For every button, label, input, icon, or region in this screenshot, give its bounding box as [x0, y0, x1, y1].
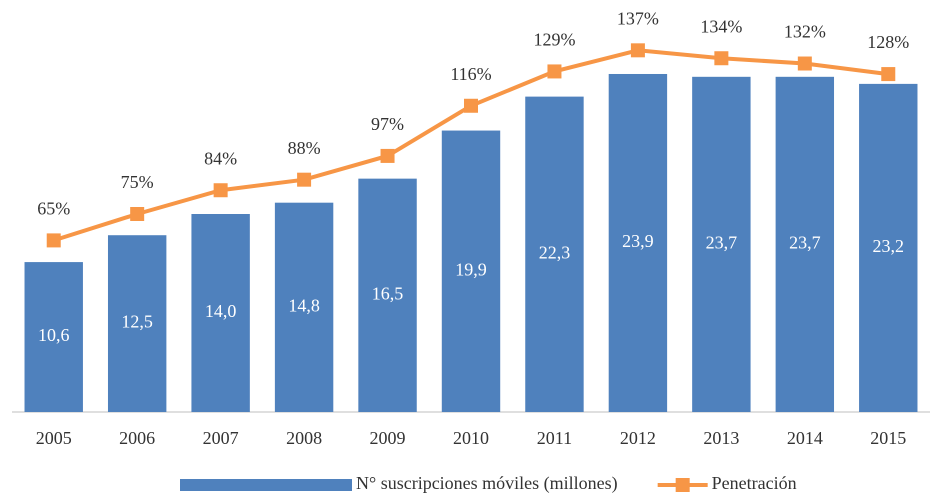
line-value-label: 84% [204, 148, 237, 168]
bar-value-label: 14,8 [288, 295, 320, 315]
line-marker [297, 172, 312, 187]
x-tick-label: 2012 [620, 428, 656, 448]
bar-value-label: 23,7 [706, 233, 738, 253]
x-tick-label: 2009 [370, 428, 406, 448]
bar [775, 76, 835, 413]
line-value-label: 137% [617, 8, 659, 28]
line-marker [797, 56, 812, 71]
x-tick-label: 2014 [787, 428, 823, 448]
line-value-label: 134% [700, 16, 742, 36]
bar [441, 130, 501, 413]
line-marker [881, 67, 896, 82]
line-marker [464, 98, 478, 113]
x-tick-label: 2006 [119, 428, 155, 448]
line-value-label: 97% [371, 114, 404, 134]
line-marker [130, 207, 145, 221]
bar [274, 202, 334, 412]
legend-label: N° suscripciones móviles (millones) [356, 473, 618, 494]
bar-value-label: 22,3 [539, 242, 571, 262]
bar [107, 235, 167, 412]
bar [859, 83, 918, 412]
line-value-label: 128% [867, 32, 909, 52]
x-tick-label: 2013 [703, 428, 739, 448]
line-value-label: 75% [121, 172, 154, 192]
line-value-label: 129% [533, 30, 575, 50]
line-marker [213, 183, 228, 198]
bar-value-label: 16,5 [372, 283, 404, 303]
line-value-label: 88% [288, 138, 321, 158]
line-marker [380, 148, 395, 163]
legend-swatch [675, 478, 690, 492]
x-tick-label: 2005 [36, 428, 72, 448]
bar [608, 73, 668, 412]
x-tick-label: 2015 [870, 428, 906, 448]
bar-value-label: 14,0 [205, 301, 237, 321]
bar [358, 178, 417, 412]
bar-value-label: 12,5 [121, 312, 153, 332]
line-value-label: 65% [37, 199, 70, 219]
x-tick-label: 2011 [537, 428, 572, 448]
bar [692, 76, 751, 413]
bar-value-label: 23,2 [873, 236, 905, 256]
x-tick-label: 2007 [203, 428, 239, 448]
line-value-label: 116% [450, 64, 491, 84]
line-marker [46, 233, 61, 248]
x-tick-label: 2010 [453, 428, 489, 448]
x-tick-label: 2008 [286, 428, 322, 448]
line-marker [630, 43, 645, 58]
line-marker [714, 51, 729, 66]
bar-value-label: 19,9 [455, 259, 487, 279]
bar-value-label: 10,6 [38, 325, 70, 345]
line-marker [547, 64, 562, 79]
bar [525, 96, 584, 412]
bar [191, 214, 250, 412]
bar-value-label: 23,7 [789, 233, 821, 253]
bar-value-label: 23,9 [622, 231, 654, 251]
legend-label: Penetración [712, 473, 797, 493]
legend-swatch [180, 479, 352, 491]
bar [24, 262, 83, 412]
line-value-label: 132% [784, 22, 826, 42]
